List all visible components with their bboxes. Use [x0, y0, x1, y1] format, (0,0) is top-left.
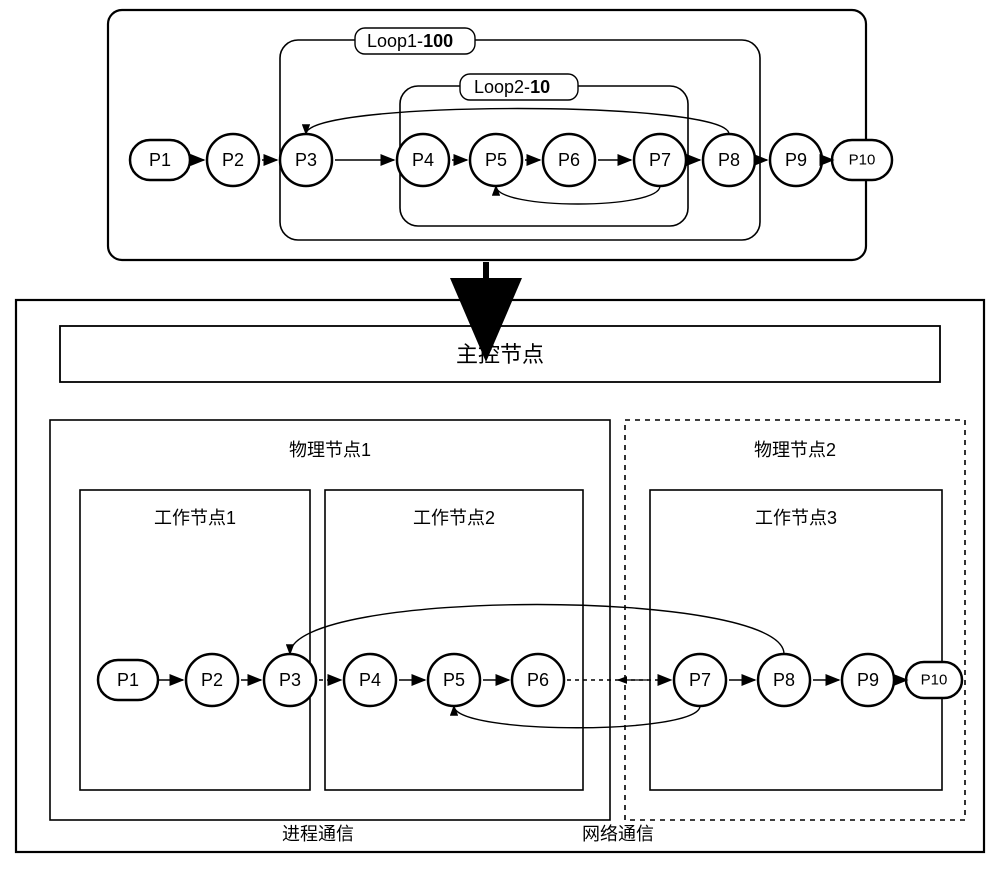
svg-text:P2: P2 — [201, 670, 223, 690]
svg-text:工作节点1: 工作节点1 — [154, 508, 236, 528]
svg-text:P5: P5 — [443, 670, 465, 690]
svg-text:物理节点2: 物理节点2 — [754, 440, 836, 460]
svg-text:P10: P10 — [849, 152, 876, 169]
svg-text:P1: P1 — [149, 150, 171, 170]
svg-text:P9: P9 — [785, 150, 807, 170]
svg-text:P8: P8 — [718, 150, 740, 170]
svg-text:P2: P2 — [222, 150, 244, 170]
svg-text:P6: P6 — [527, 670, 549, 690]
svg-text:P4: P4 — [412, 150, 434, 170]
svg-text:Loop1-100: Loop1-100 — [367, 31, 453, 51]
svg-text:P5: P5 — [485, 150, 507, 170]
svg-text:P7: P7 — [689, 670, 711, 690]
svg-text:P10: P10 — [921, 672, 948, 689]
svg-text:P3: P3 — [279, 670, 301, 690]
svg-text:P4: P4 — [359, 670, 381, 690]
svg-text:P8: P8 — [773, 670, 795, 690]
svg-text:工作节点2: 工作节点2 — [413, 508, 495, 528]
svg-text:进程通信: 进程通信 — [282, 824, 354, 844]
svg-text:物理节点1: 物理节点1 — [289, 440, 371, 460]
svg-text:P3: P3 — [295, 150, 317, 170]
svg-text:P9: P9 — [857, 670, 879, 690]
svg-text:P7: P7 — [649, 150, 671, 170]
svg-text:网络通信: 网络通信 — [582, 824, 654, 844]
svg-text:主控节点: 主控节点 — [456, 342, 544, 367]
svg-text:Loop2-10: Loop2-10 — [474, 77, 550, 97]
svg-text:P6: P6 — [558, 150, 580, 170]
svg-text:P1: P1 — [117, 670, 139, 690]
svg-text:工作节点3: 工作节点3 — [755, 508, 837, 528]
